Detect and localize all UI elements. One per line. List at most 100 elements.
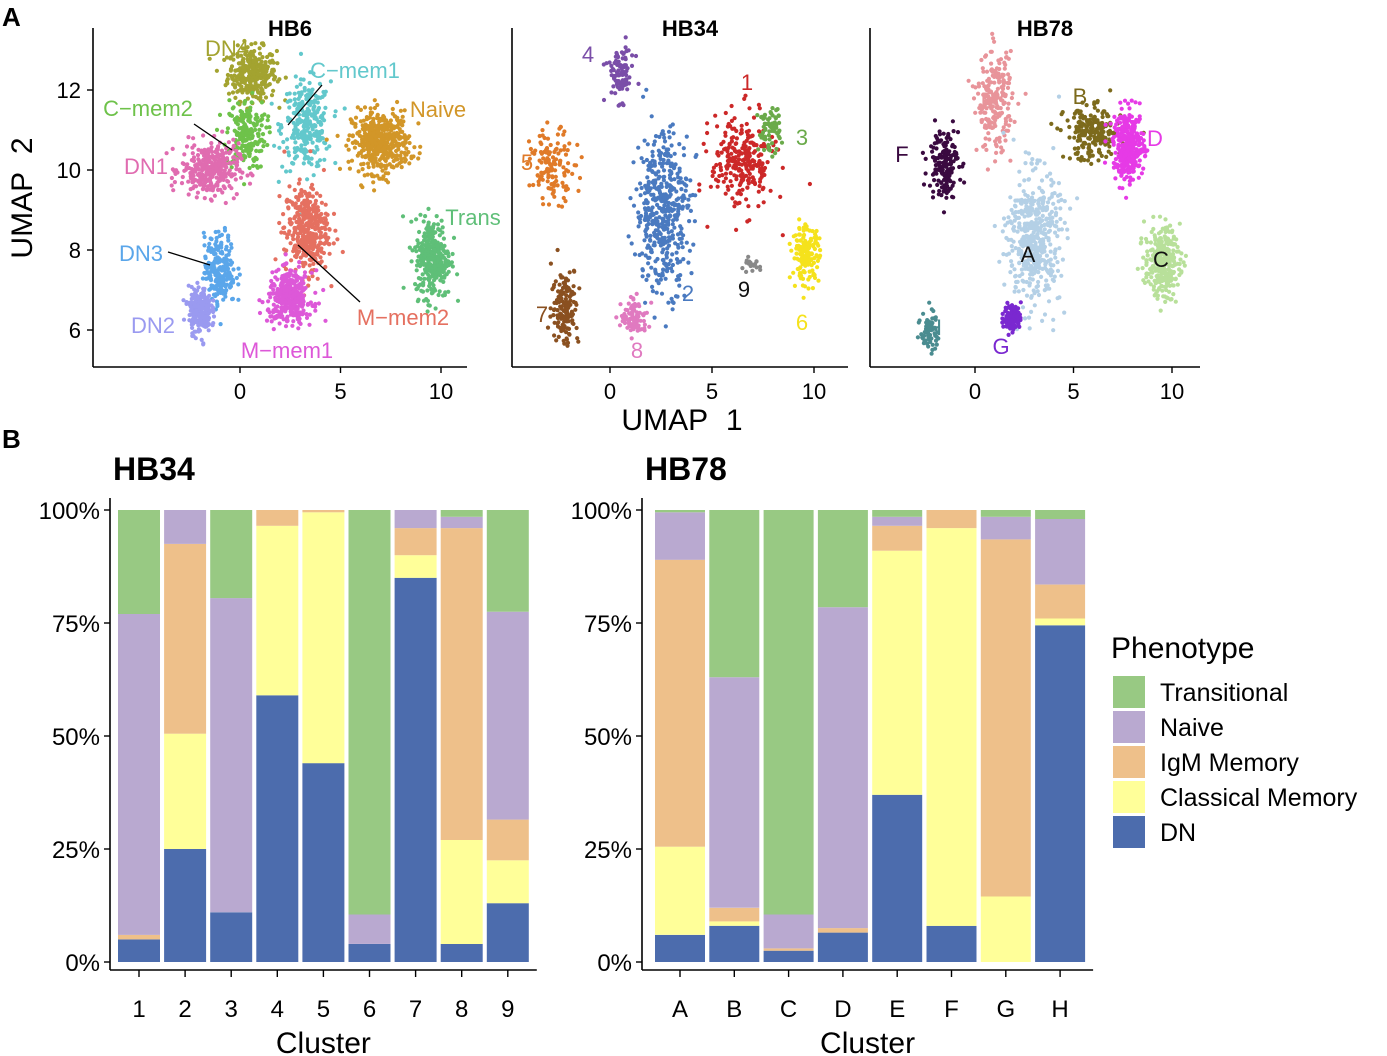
scatter-point [381,174,386,179]
scatter-point [737,150,743,155]
scatter-point [300,226,305,231]
scatter-point [415,286,420,291]
scatter-point [609,63,614,68]
scatter-point [225,130,230,135]
scatter-point [732,173,737,178]
scatter-point [224,55,230,60]
scatter-point [639,156,644,161]
scatter-point [257,139,262,144]
scatter-point [190,151,195,156]
scatter-point [618,302,623,307]
scatter-point [642,217,647,222]
scatter-point [264,125,269,130]
scatter-point [426,220,431,225]
scatter-point [369,110,375,115]
scatter-point [292,91,297,96]
scatter-point [548,142,553,148]
scatter-point [650,163,655,168]
scatter-point [281,139,286,145]
scatter-point [240,65,246,70]
scatter-point [670,208,675,213]
scatter-point [190,145,195,150]
scatter-point [279,276,284,281]
scatter-point [314,226,319,231]
scatter-point [992,39,997,44]
scatter-point [662,139,668,144]
scatter-point [387,134,392,139]
scatter-point [431,240,436,245]
scatter-point [203,271,208,276]
scatter-point [235,43,240,48]
scatter-point [426,237,431,242]
scatter-point [567,141,572,146]
scatter-point [652,139,657,144]
scatter-point [425,225,430,230]
scatter-point [394,153,400,158]
scatter-point [391,165,396,170]
scatter-point [257,46,262,51]
scatter-point [382,122,387,128]
scatter-point [987,122,992,127]
scatter-point [242,38,247,44]
scatter-point [223,271,228,276]
scatter-point [283,267,289,272]
scatter-point [719,150,724,155]
scatter-point [650,284,655,289]
scatter-point [206,245,211,250]
scatter-point [253,84,258,90]
scatter-point [230,278,236,283]
scatter-point [333,160,338,166]
scatter-point [217,233,222,239]
scatter-point [385,127,390,132]
scatter-point [192,329,197,334]
scatter-point [623,57,628,62]
scatter-point [253,55,258,60]
scatter-point [446,289,451,294]
scatter-point [225,77,230,82]
scatter-point [637,304,642,309]
scatter-point [976,91,981,96]
scatter-point [283,324,289,329]
scatter-point [207,178,212,183]
scatter-point [996,58,1001,63]
scatter-point [661,161,666,166]
scatter-point [750,175,755,180]
scatter-point [181,161,186,167]
scatter-point [277,194,282,199]
scatter-point [762,113,767,118]
scatter-point [662,235,667,240]
scatter-point [642,138,647,143]
scatter-point [195,153,201,158]
scatter-point [373,156,378,161]
scatter-point [260,87,265,93]
scatter-point [245,45,250,50]
scatter-point [661,132,666,137]
scatter-point [386,137,391,142]
scatter-point [660,164,665,169]
scatter-point [575,142,580,147]
scatter-point [271,327,276,332]
cluster-points-4 [601,35,641,108]
scatter-point [315,249,320,254]
scatter-point [313,201,318,206]
scatter-point [990,31,995,36]
cluster-label-dn3: DN3 [119,241,163,266]
scatter-point [734,136,740,141]
scatter-point [304,203,309,208]
scatter-point [240,77,245,82]
scatter-point [298,82,303,87]
scatter-point [305,112,310,117]
scatter-point [213,229,218,235]
scatter-point [311,71,316,76]
scatter-point [287,184,292,189]
scatter-point [557,160,563,165]
scatter-point [169,175,174,181]
scatter-point [242,144,247,149]
scatter-point [983,136,988,141]
scatter-point [271,88,276,93]
scatter-point [553,279,558,284]
scatter-point [744,258,749,263]
scatter-point [394,148,399,154]
scatter-point [1049,121,1054,126]
scatter-point [644,198,649,203]
